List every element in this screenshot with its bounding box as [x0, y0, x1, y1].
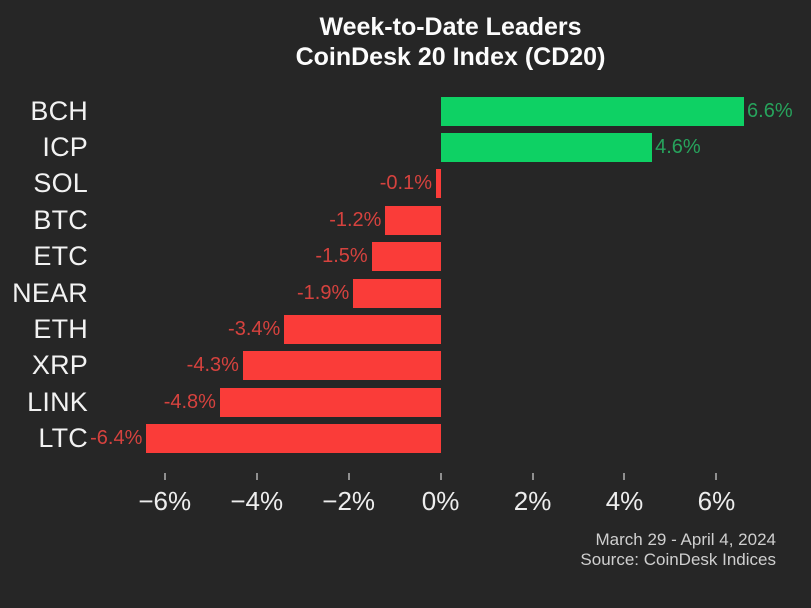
- category-label-icp: ICP: [42, 132, 88, 163]
- bar-sol: [436, 169, 441, 199]
- bar-row: ICP 4.6%: [0, 129, 811, 165]
- chart-footer: March 29 - April 4, 2024 Source: CoinDes…: [580, 530, 776, 570]
- bar-row: BTC -1.2%: [0, 202, 811, 238]
- bar-row: XRP -4.3%: [0, 348, 811, 384]
- x-axis-tick-label: −2%: [322, 486, 376, 516]
- x-axis-tick-mark: [439, 473, 442, 480]
- bar-row: BCH 6.6%: [0, 93, 811, 129]
- x-axis-tick-label: 2%: [513, 486, 552, 516]
- chart-title-block: Week-to-Date Leaders CoinDesk 20 Index (…: [90, 12, 811, 72]
- bar-xrp: [242, 351, 441, 381]
- bar-row: ETH -3.4%: [0, 311, 811, 347]
- category-label-near: NEAR: [12, 277, 88, 308]
- x-axis-tick-mark: [715, 473, 718, 480]
- x-axis-tick-mark: [531, 473, 534, 480]
- bar-row: ETC -1.5%: [0, 239, 811, 275]
- value-label-xrp: -4.3%: [186, 354, 239, 377]
- value-label-eth: -3.4%: [228, 318, 281, 341]
- value-label-ltc: -6.4%: [90, 427, 143, 450]
- x-axis-tick-mark: [347, 473, 350, 480]
- bar-row: LINK -4.8%: [0, 384, 811, 420]
- category-label-bch: BCH: [30, 95, 88, 126]
- bar-btc: [385, 205, 441, 235]
- category-label-ltc: LTC: [38, 423, 88, 454]
- x-axis-tick-mark: [623, 473, 626, 480]
- category-label-link: LINK: [27, 386, 88, 417]
- bar-ltc: [146, 424, 441, 454]
- x-axis-tick-label: 6%: [697, 486, 736, 516]
- bar-etc: [371, 242, 441, 272]
- category-label-xrp: XRP: [31, 350, 88, 381]
- bar-icp: [440, 133, 653, 163]
- bar-row: NEAR -1.9%: [0, 275, 811, 311]
- x-axis-tick-label: −4%: [230, 486, 284, 516]
- value-label-icp: 4.6%: [655, 136, 701, 159]
- x-axis-tick-label: 4%: [605, 486, 644, 516]
- value-label-near: -1.9%: [297, 281, 350, 304]
- bar-near: [353, 278, 441, 308]
- plot-area: BCH 6.6% ICP 4.6% SOL -0.1% BTC -1.2% ETC -1.5% NE…: [0, 93, 811, 457]
- bar-row: SOL -0.1%: [0, 166, 811, 202]
- value-label-bch: 6.6%: [747, 99, 793, 122]
- value-label-etc: -1.5%: [315, 245, 368, 268]
- value-label-link: -4.8%: [163, 390, 216, 413]
- chart-title: Week-to-Date Leaders: [319, 13, 582, 41]
- category-label-btc: BTC: [33, 204, 88, 235]
- category-label-eth: ETH: [33, 314, 88, 345]
- x-axis-tick-label: −6%: [138, 486, 192, 516]
- bar-bch: [440, 96, 745, 126]
- category-label-sol: SOL: [33, 168, 88, 199]
- bar-row: LTC -6.4%: [0, 421, 811, 457]
- chart-subtitle: CoinDesk 20 Index (CD20): [295, 43, 606, 71]
- x-axis-tick-mark: [163, 473, 166, 480]
- bar-eth: [284, 315, 441, 345]
- x-axis-tick-label: 0%: [421, 486, 460, 516]
- footer-date-range: March 29 - April 4, 2024: [595, 530, 776, 549]
- category-label-etc: ETC: [33, 241, 88, 272]
- value-label-sol: -0.1%: [379, 172, 433, 195]
- x-axis-tick-mark: [255, 473, 258, 480]
- bar-link: [219, 387, 441, 417]
- footer-source: Source: CoinDesk Indices: [580, 550, 776, 569]
- value-label-btc: -1.2%: [329, 208, 382, 231]
